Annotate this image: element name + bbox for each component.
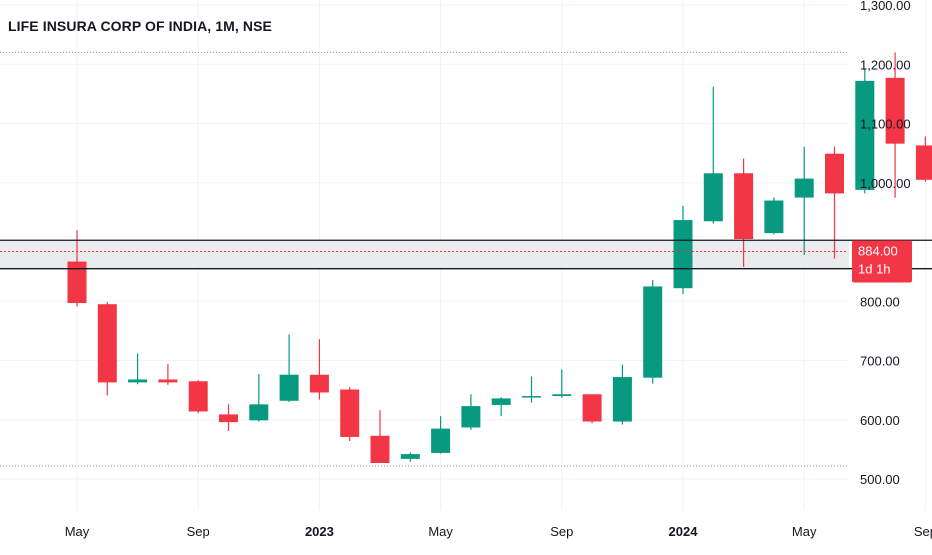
- candle-body[interactable]: [158, 379, 178, 383]
- candle-body[interactable]: [491, 398, 511, 405]
- candle-body[interactable]: [67, 261, 87, 304]
- candle-body[interactable]: [279, 374, 299, 401]
- y-tick-label: 700.00: [860, 354, 900, 369]
- x-tick-label: May: [65, 524, 90, 539]
- y-tick-label: 1,200.00: [860, 57, 911, 72]
- last-price-value: 884.00: [858, 243, 898, 258]
- candle-body[interactable]: [188, 381, 208, 412]
- x-tick-label: 2023: [305, 524, 334, 539]
- candle-body[interactable]: [461, 406, 481, 428]
- y-tick-label: 1,100.00: [860, 117, 911, 132]
- candle-body[interactable]: [128, 379, 148, 383]
- support-zone: [0, 240, 849, 269]
- y-tick-label: 1,300.00: [860, 0, 911, 13]
- candle-body[interactable]: [219, 414, 238, 423]
- x-tick-label: 2024: [669, 524, 699, 539]
- candle-body[interactable]: [825, 153, 844, 194]
- candle-body[interactable]: [309, 374, 329, 393]
- x-tick-label: May: [428, 524, 453, 539]
- candle-body[interactable]: [522, 396, 541, 398]
- candle-body[interactable]: [552, 394, 572, 397]
- candle-body[interactable]: [794, 178, 814, 198]
- candle-body[interactable]: [97, 304, 117, 383]
- y-tick-label: 1,000.00: [860, 176, 911, 191]
- x-tick-label: Sep: [914, 524, 932, 539]
- candle-body[interactable]: [885, 77, 905, 144]
- candle-body[interactable]: [249, 404, 269, 421]
- x-tick-label: Sep: [187, 524, 210, 539]
- candle-body[interactable]: [734, 173, 754, 240]
- candle-body[interactable]: [431, 428, 451, 453]
- candle-body[interactable]: [673, 220, 693, 289]
- y-tick-label: 500.00: [860, 472, 900, 487]
- price-label-box: [852, 240, 912, 283]
- candle-body[interactable]: [612, 377, 632, 422]
- candle-body[interactable]: [400, 454, 420, 459]
- candle-body[interactable]: [915, 145, 932, 180]
- candle-body[interactable]: [703, 173, 723, 222]
- y-tick-label: 800.00: [860, 294, 900, 309]
- candle-body[interactable]: [370, 435, 390, 464]
- y-tick-label: 600.00: [860, 413, 900, 428]
- bar-countdown: 1d 1h: [858, 261, 891, 276]
- x-tick-label: May: [792, 524, 817, 539]
- chart-title: LIFE INSURA CORP OF INDIA, 1M, NSE: [8, 18, 272, 34]
- x-tick-label: Sep: [550, 524, 573, 539]
- candle-body[interactable]: [764, 200, 784, 234]
- candle-body[interactable]: [340, 389, 360, 437]
- candle-body[interactable]: [643, 286, 663, 378]
- candle-body[interactable]: [582, 394, 602, 422]
- candle-body[interactable]: [855, 80, 875, 190]
